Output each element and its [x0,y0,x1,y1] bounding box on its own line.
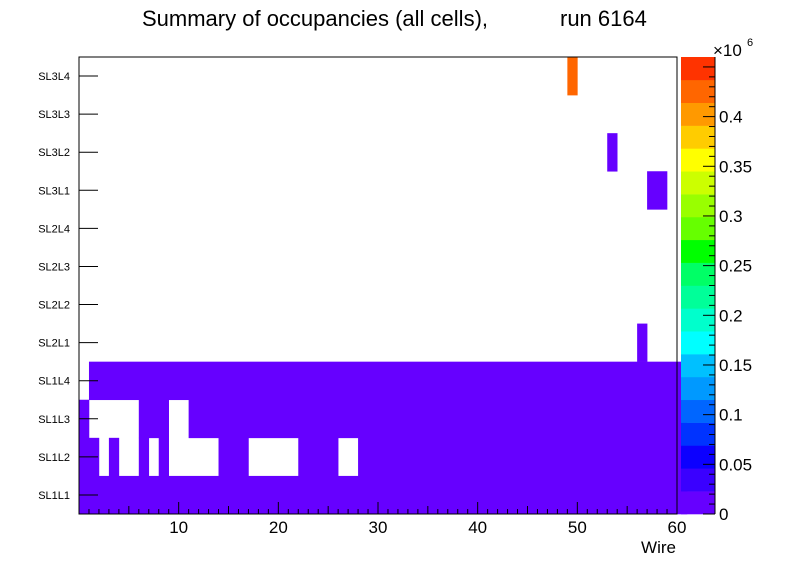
heatmap-cell [567,57,578,96]
heatmap-cell [88,361,688,401]
y-tick-label: SL2L4 [38,223,70,235]
y-tick-label: SL2L1 [38,338,70,350]
x-tick-label: 10 [169,518,188,537]
heatmap-cell [298,437,339,477]
palette-swatch [681,148,715,172]
palette-swatch [681,239,715,263]
palette-swatch [681,125,715,149]
y-tick-label: SL1L3 [38,414,70,426]
y-tick-label: SL3L3 [38,109,70,121]
y-tick-label: SL3L4 [38,71,70,83]
z-tick-label: 0 [719,505,728,524]
z-tick-label: 0.05 [719,455,752,474]
palette-swatch [681,354,715,378]
palette-swatch [681,79,715,103]
x-tick-label: 60 [668,518,687,537]
heatmap-cells [79,57,688,515]
palette-swatch [681,216,715,241]
palette-swatch [681,57,715,81]
x-tick-label: 40 [468,518,487,537]
palette-swatch [681,445,715,469]
x-tick-label: 20 [269,518,288,537]
run-label: run 6164 [560,6,647,31]
y-axis: SL1L1 SL1L2 SL1L3 SL1L4 SL2L1 SL2L2 SL2L3 SL2L4… [38,71,98,502]
heatmap-cell [647,171,668,210]
z-tick-label: 0.25 [719,257,752,276]
palette-swatch [681,331,715,355]
y-tick-label: SL1L2 [38,452,70,464]
palette-swatch [681,171,715,195]
z-tick-label: 0.1 [719,406,743,425]
heatmap-cell [158,437,169,477]
z-exponent-label: 6 [747,37,753,49]
palette-swatch [681,376,715,401]
y-tick-label: SL1L1 [38,490,70,502]
y-tick-label: SL2L2 [38,300,70,312]
palette-swatch [681,262,715,286]
y-tick-label: SL2L3 [38,261,70,273]
z-tick-label: 0.4 [719,108,743,127]
heatmap-cell [188,399,688,439]
palette-swatch [681,102,715,126]
x-axis-title: Wire [641,538,676,557]
heatmap-cell [138,437,150,477]
palette-swatch [681,308,715,332]
z-tick-label: 0.15 [719,356,752,375]
heatmap-cell [218,437,249,477]
x-tick-label: 50 [568,518,587,537]
heatmap-cell [358,437,688,477]
palette-swatch [681,194,715,218]
chart-title: Summary of occupancies (all cells), [142,6,488,31]
heatmap-cell [637,323,648,362]
y-tick-label: SL3L1 [38,185,70,197]
z-tick-label: 0.2 [719,306,743,325]
heatmap-cell [108,437,120,477]
heatmap-cell [607,133,618,172]
palette-swatch [681,399,715,423]
z-multiplier-label: ×10 [713,41,742,60]
y-tick-label: SL1L4 [38,376,70,388]
z-tick-label: 0.3 [719,207,743,226]
color-scale: 0 0.05 0.1 0.15 0.2 0.25 0.3 0.35 0.4 [681,57,752,524]
palette-swatch [681,285,715,309]
z-tick-label: 0.35 [719,157,752,176]
y-tick-label: SL3L2 [38,147,70,159]
heatmap-cell [138,399,169,439]
x-tick-label: 30 [369,518,388,537]
palette-swatch [681,491,715,515]
palette-swatch [681,422,715,446]
palette-swatch [681,468,715,492]
x-axis: 10 20 30 40 50 60 [88,502,687,537]
